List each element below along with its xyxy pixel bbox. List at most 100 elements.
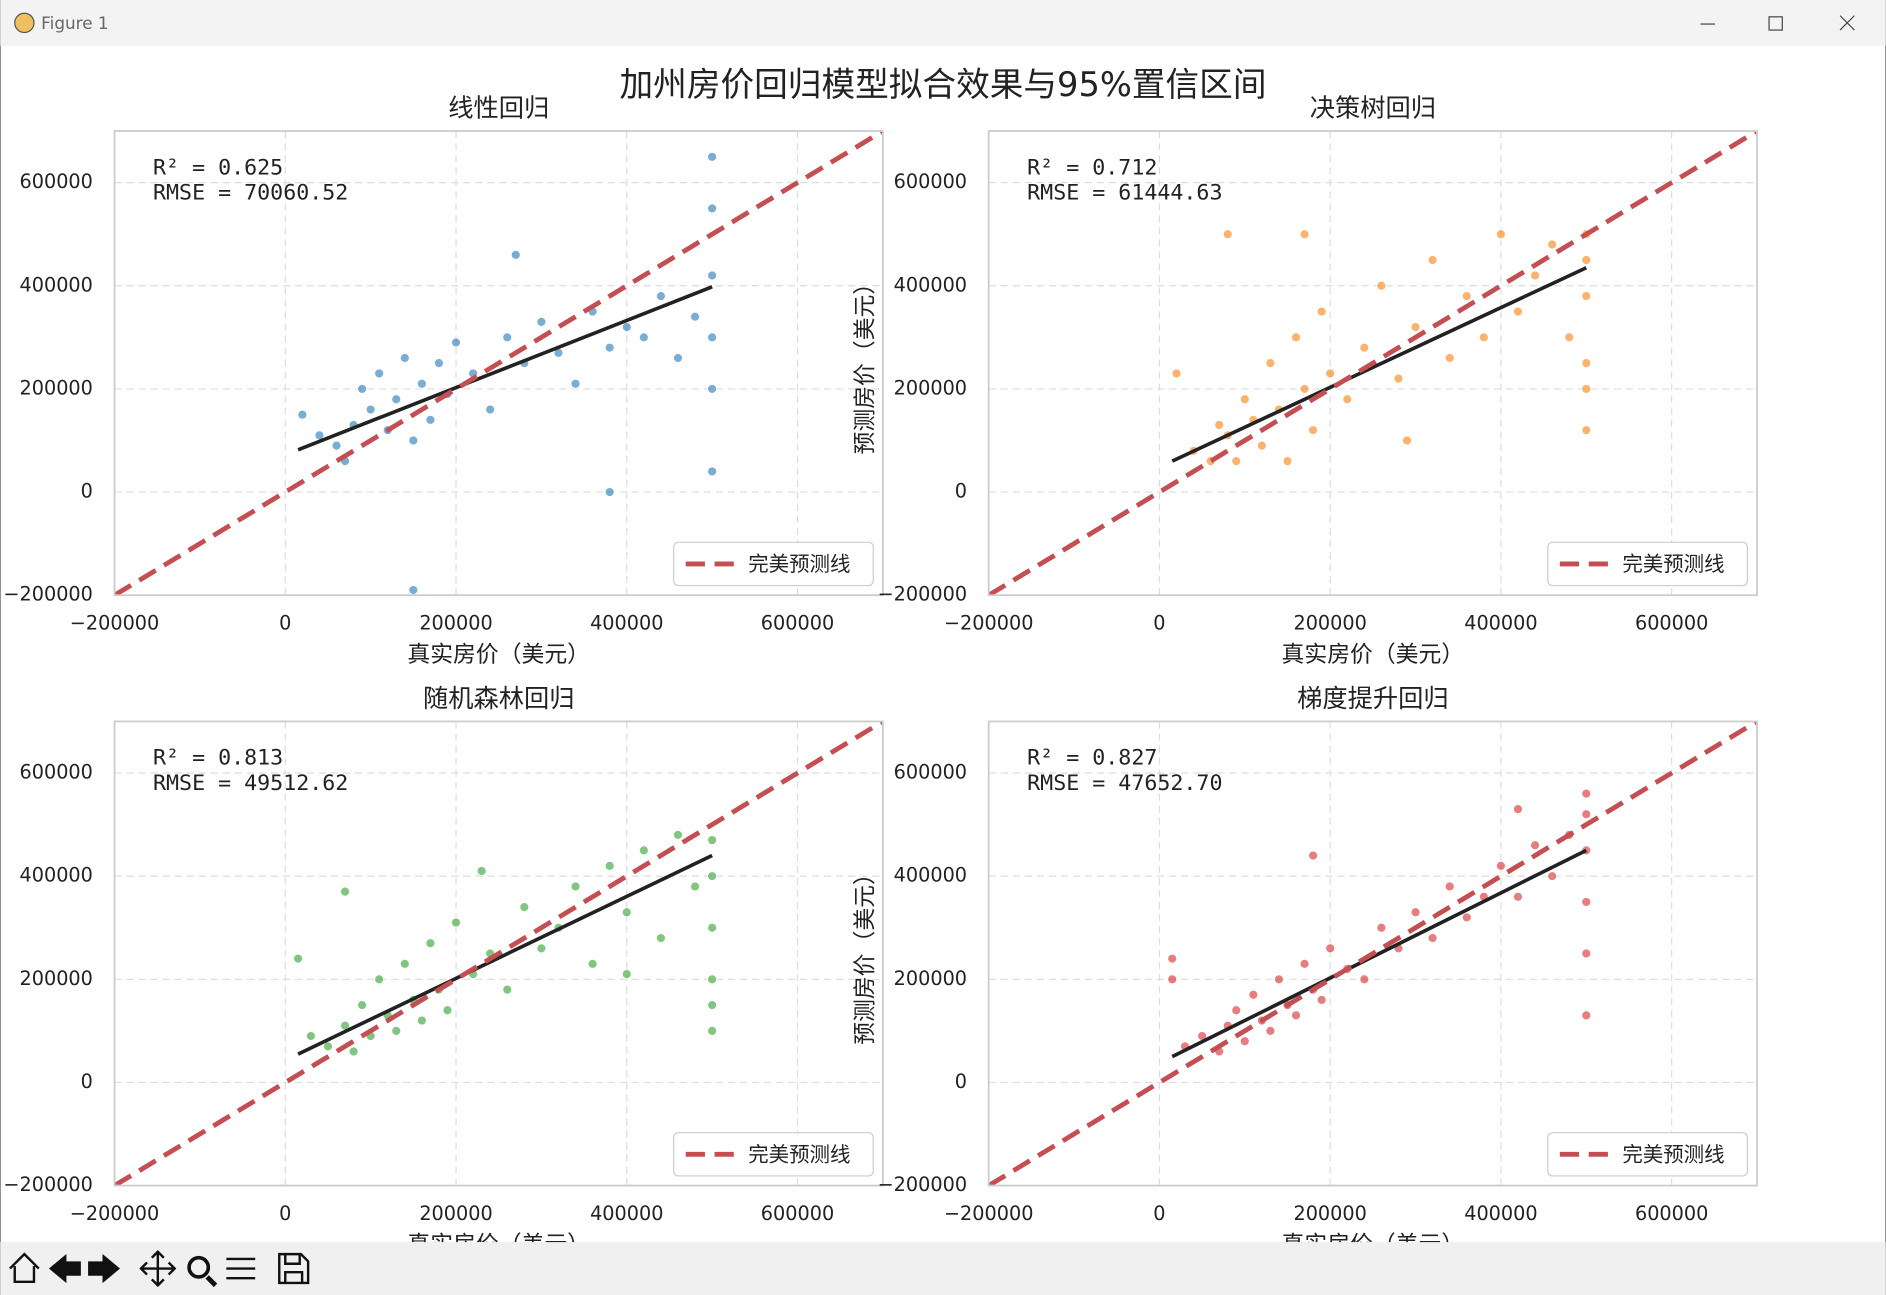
y-tick-label: 600000 <box>20 170 93 193</box>
point <box>604 342 615 353</box>
back-button[interactable] <box>48 1253 81 1284</box>
y-tick-label: 400000 <box>894 864 967 887</box>
fit-line <box>1171 848 1588 1059</box>
x-tick-label: 200000 <box>1293 1202 1366 1225</box>
point <box>1581 383 1592 394</box>
point <box>587 958 598 969</box>
point <box>707 151 718 162</box>
point <box>621 907 632 918</box>
point <box>1581 425 1592 436</box>
subplot: −200000 0 200000 400000 600000 −200000 0 200000… <box>3 93 884 668</box>
x-tick-label: 400000 <box>590 612 663 635</box>
point <box>638 845 649 856</box>
point <box>1512 804 1524 815</box>
point <box>374 368 385 379</box>
annotation: R² = 0.712 <box>1027 155 1157 180</box>
annotation: R² = 0.813 <box>153 746 283 771</box>
point <box>690 311 701 322</box>
legend-label: 完美预测线 <box>748 552 850 576</box>
save-button[interactable] <box>278 1252 310 1285</box>
point <box>293 953 304 964</box>
maximize-button[interactable] <box>1768 16 1783 31</box>
point <box>1316 306 1327 317</box>
configure-button[interactable] <box>226 1257 256 1280</box>
point <box>621 321 632 333</box>
point <box>331 440 342 451</box>
y-tick-label: 0 <box>955 1070 967 1093</box>
window-title: Figure 1 <box>41 13 108 33</box>
point <box>1427 254 1438 266</box>
y-tick-label: 600000 <box>20 761 93 784</box>
toolbar <box>0 1242 1886 1295</box>
point <box>1214 419 1225 431</box>
point <box>1231 456 1242 467</box>
point <box>707 466 718 477</box>
point <box>536 943 547 954</box>
point <box>399 352 410 364</box>
point <box>1581 896 1592 907</box>
point <box>391 394 402 405</box>
app-icon <box>14 12 35 34</box>
point <box>297 409 308 420</box>
y-tick-label: 200000 <box>894 967 967 990</box>
point <box>305 1030 316 1042</box>
point <box>690 881 701 892</box>
point <box>1299 958 1310 969</box>
x-tick-label: 600000 <box>1635 612 1708 635</box>
zoom-icon <box>187 1255 211 1279</box>
subplot: −200000 0 200000 400000 600000 −200000 0 200000… <box>853 93 1758 668</box>
y-axis-label: 预测房价（美元） <box>853 862 879 1045</box>
point <box>1393 373 1404 384</box>
annotation: RMSE = 49512.62 <box>153 771 348 796</box>
point <box>1325 368 1336 379</box>
point <box>425 414 436 425</box>
zoom-button[interactable] <box>205 1275 218 1288</box>
plot-area <box>114 721 883 1186</box>
x-tick-label: 400000 <box>590 1202 663 1225</box>
forward-button[interactable] <box>88 1253 121 1284</box>
point <box>536 316 547 327</box>
pan-button[interactable] <box>139 1250 177 1288</box>
x-tick-label: 400000 <box>1464 612 1537 635</box>
point <box>1495 229 1506 240</box>
x-tick-label: 400000 <box>1464 1202 1537 1225</box>
point <box>339 886 351 897</box>
home-button[interactable] <box>9 1252 40 1283</box>
y-tick-label: 200000 <box>20 967 93 990</box>
point <box>348 1046 359 1057</box>
point <box>1290 1010 1302 1021</box>
point <box>357 383 368 394</box>
point <box>1495 860 1506 871</box>
y-tick-label: 0 <box>81 480 93 503</box>
x-tick-label: 0 <box>279 1202 291 1225</box>
point <box>707 871 718 882</box>
point <box>1265 358 1276 369</box>
point <box>1222 229 1233 240</box>
point <box>425 938 436 949</box>
point <box>707 974 718 985</box>
point <box>1231 1005 1242 1016</box>
point <box>707 1000 718 1011</box>
point <box>1359 974 1370 985</box>
point <box>707 922 718 933</box>
x-axis-label: 真实房价（美元） <box>407 642 590 668</box>
point <box>1256 440 1267 451</box>
point <box>1410 321 1421 333</box>
subplot-title: 随机森林回归 <box>423 684 574 713</box>
point <box>1239 1036 1250 1047</box>
close-button[interactable] <box>1839 15 1855 31</box>
subplot-title: 线性回归 <box>448 93 549 122</box>
point <box>570 378 581 389</box>
point <box>1581 788 1592 799</box>
point <box>672 829 684 840</box>
y-axis-label: 预测房价（美元） <box>853 272 879 455</box>
point <box>1547 871 1558 882</box>
point <box>1167 974 1178 985</box>
annotation: R² = 0.827 <box>1027 746 1157 771</box>
y-tick-label: −200000 <box>878 1173 967 1196</box>
subplot: −200000 0 200000 400000 600000 −200000 0 200000… <box>853 684 1758 1258</box>
point <box>1427 932 1438 944</box>
point <box>1530 270 1541 281</box>
point <box>1342 394 1353 405</box>
